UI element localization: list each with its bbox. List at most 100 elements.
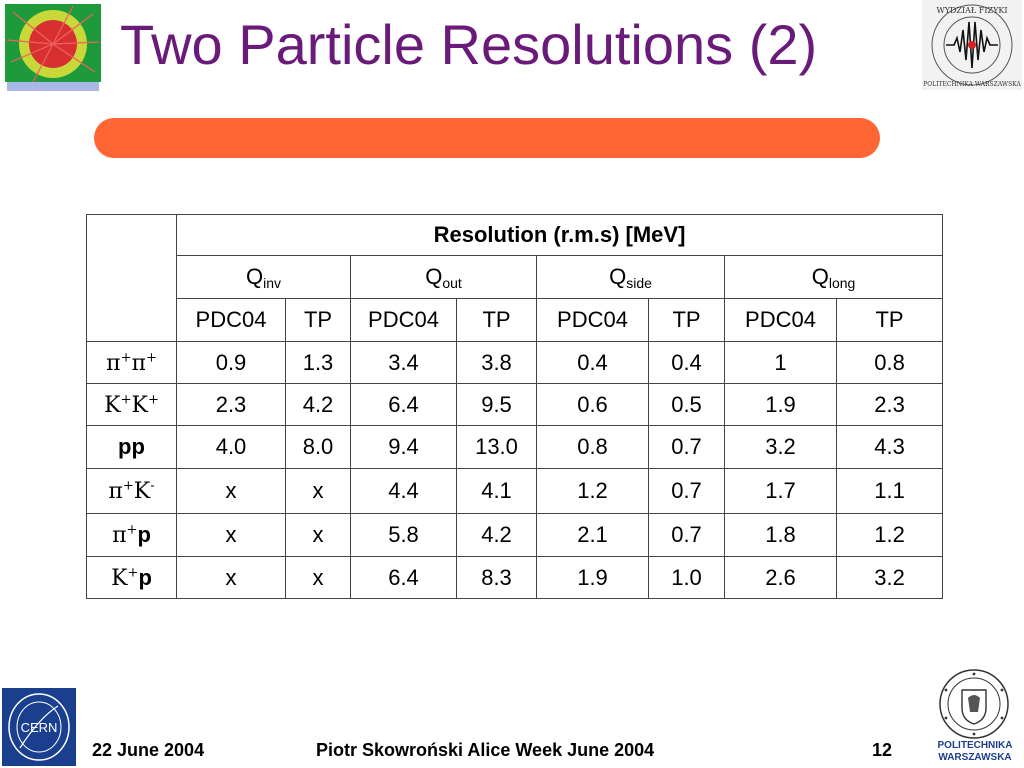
method-header: TP	[456, 298, 537, 342]
title-underline-bar	[94, 118, 880, 158]
particle-pair-label: K+K+	[86, 383, 177, 426]
q-long-header: Qlong	[723, 255, 944, 299]
table-row: π+p x x 5.8 4.2 2.1 0.7 1.8 1.2	[86, 513, 944, 557]
pw-crest-logo	[939, 669, 1009, 739]
particle-pair-label: π+K-	[86, 468, 177, 514]
particle-symbol: π	[112, 523, 127, 548]
resolution-value: 9.5	[456, 383, 537, 426]
resolution-value: x	[285, 468, 351, 514]
resolution-value: 1.1	[835, 468, 944, 514]
resolution-value: 1.0	[648, 556, 725, 599]
resolution-value: 0.7	[648, 425, 725, 469]
resolution-value: 9.4	[350, 425, 457, 469]
resolution-value: 1.2	[536, 468, 649, 514]
resolution-value: 1.9	[536, 556, 649, 599]
resolution-value: 4.2	[456, 513, 537, 557]
particle-symbol: K	[111, 565, 128, 591]
resolution-value: 2.6	[724, 556, 837, 599]
particle-pair-label: K+p	[86, 556, 177, 599]
footer-page-number: 12	[872, 740, 893, 760]
table-row: K+K+ 2.3 4.2 6.4 9.5 0.6 0.5 1.9 2.3	[86, 383, 944, 426]
charge-sign: +	[122, 478, 134, 494]
resolution-value: 5.8	[350, 513, 457, 557]
table-row: K+p x x 6.4 8.3 1.9 1.0 2.6 3.2	[86, 556, 944, 599]
resolution-value: 4.2	[285, 383, 351, 426]
footer-date: 22 June 2004	[92, 740, 205, 760]
resolution-value: 1.9	[724, 383, 837, 426]
charge-sign: +	[120, 350, 132, 366]
resolution-value: 4.1	[456, 468, 537, 514]
pw-name-line1: POLITECHNIKA	[937, 740, 1013, 751]
resolution-value: 13.0	[456, 425, 537, 469]
resolution-value: 0.5	[648, 383, 725, 426]
resolution-value: 0.7	[648, 468, 725, 514]
method-header: TP	[835, 298, 944, 342]
resolution-value: 1.7	[724, 468, 837, 514]
particle-symbol: π	[108, 479, 123, 504]
svg-text:POLITECHNIKA WARSZAWSKA: POLITECHNIKA WARSZAWSKA	[923, 81, 1021, 88]
charge-sign: +	[145, 350, 157, 366]
resolution-value: 1.2	[835, 513, 944, 557]
alice-logo	[5, 4, 101, 91]
particle-symbol: p	[137, 522, 151, 547]
cern-logo: CERN	[2, 688, 76, 766]
method-header: TP	[648, 298, 725, 342]
resolution-value: 0.9	[176, 341, 286, 384]
particle-symbol: K	[104, 392, 121, 418]
particle-symbol: K	[133, 479, 151, 504]
q-side-header: Qside	[536, 255, 725, 299]
particle-symbol: K	[131, 392, 148, 418]
resolution-value: 6.4	[350, 556, 457, 599]
resolution-value: 2.1	[536, 513, 649, 557]
resolution-value: 3.8	[456, 341, 537, 384]
resolution-value: 4.3	[835, 425, 944, 469]
svg-text:WYDZIAŁ FIZYKI: WYDZIAŁ FIZYKI	[937, 6, 1008, 15]
resolution-value: x	[176, 468, 286, 514]
method-header: PDC04	[350, 298, 457, 342]
particle-symbol: π	[131, 350, 146, 376]
resolution-value: 3.2	[835, 556, 944, 599]
resolution-value: 0.4	[536, 341, 649, 384]
resolution-value: x	[285, 513, 351, 557]
resolution-value: 0.8	[536, 425, 649, 469]
table-row: π+π+ 0.9 1.3 3.4 3.8 0.4 0.4 1 0.8	[86, 341, 944, 384]
particle-symbol: p	[138, 564, 152, 590]
resolution-value: 3.2	[724, 425, 837, 469]
particle-pair-label: pp	[86, 425, 177, 469]
resolution-value: 4.0	[176, 425, 286, 469]
q-inv-header: Qinv	[176, 255, 351, 299]
resolution-value: 8.3	[456, 556, 537, 599]
faculty-physics-logo: WYDZIAŁ FIZYKI POLITECHNIKA WARSZAWSKA	[922, 0, 1022, 90]
resolution-value: 4.4	[350, 468, 457, 514]
resolution-value: x	[176, 513, 286, 557]
charge-sign: +	[127, 565, 139, 581]
pw-name-line2: WARSZAWSKA	[938, 752, 1012, 763]
method-header-row: PDC04 TP PDC04 TP PDC04 TP PDC04 TP	[87, 298, 944, 342]
method-header: TP	[285, 298, 351, 342]
q-out-header: Qout	[350, 255, 537, 299]
resolution-value: 0.6	[536, 383, 649, 426]
method-header: PDC04	[724, 298, 837, 342]
corner-cell	[86, 214, 177, 342]
table-header-row: Resolution (r.m.s) [MeV]	[86, 214, 944, 342]
resolution-value: 6.4	[350, 383, 457, 426]
slide-title: Two Particle Resolutions (2)	[120, 13, 818, 76]
pw-name: POLITECHNIKA WARSZAWSKA	[928, 740, 1022, 764]
resolution-value: 0.4	[648, 341, 725, 384]
resolution-value: 2.3	[176, 383, 286, 426]
resolution-value: 1	[724, 341, 837, 384]
resolution-value: x	[285, 556, 351, 599]
method-header: PDC04	[536, 298, 649, 342]
particle-symbol: π	[106, 350, 121, 376]
footer-author: Piotr Skowroński Alice Week June 2004	[316, 740, 655, 760]
cern-logo-text: CERN	[21, 720, 58, 735]
method-header: PDC04	[176, 298, 286, 342]
resolution-table: Resolution (r.m.s) [MeV] Qinv Qout Qside…	[86, 214, 944, 599]
charge-sign: +	[126, 522, 138, 538]
charge-sign: +	[120, 392, 132, 408]
table-body: π+π+ 0.9 1.3 3.4 3.8 0.4 0.4 1 0.8 K+K+ 2.3 4.2 6.4 9…	[86, 341, 944, 599]
resolution-value: 1.3	[285, 341, 351, 384]
resolution-value: 0.7	[648, 513, 725, 557]
resolution-value: 8.0	[285, 425, 351, 469]
resolution-value: 2.3	[835, 383, 944, 426]
